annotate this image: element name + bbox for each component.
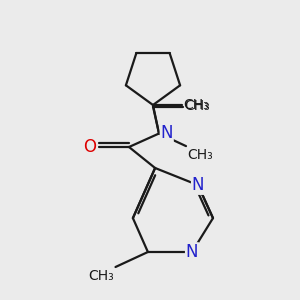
Text: CH₃: CH₃ (88, 269, 114, 284)
Text: CH₃: CH₃ (188, 148, 213, 162)
Text: CH₃: CH₃ (184, 100, 210, 113)
Text: O: O (84, 138, 97, 156)
Text: N: N (160, 124, 173, 142)
Text: N: N (192, 176, 204, 194)
Text: N: N (186, 243, 198, 261)
Text: CH₃: CH₃ (183, 98, 209, 112)
